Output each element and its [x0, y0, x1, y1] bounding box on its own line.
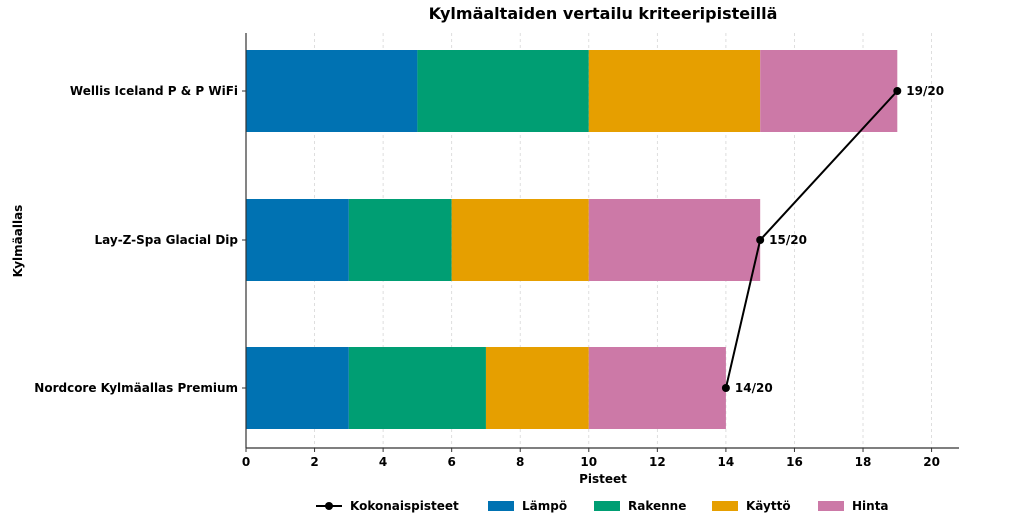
- total-point-label: 14/20: [735, 381, 773, 395]
- legend-swatch: [594, 501, 620, 511]
- x-tick-label: 14: [718, 455, 735, 469]
- x-tick-label: 10: [580, 455, 597, 469]
- legend-line-marker: [325, 502, 333, 510]
- x-tick-label: 20: [923, 455, 940, 469]
- bar-segment: [348, 347, 486, 429]
- bar-segment: [451, 199, 589, 281]
- y-tick-label: Wellis Iceland P & P WiFi: [70, 84, 238, 98]
- legend-label: Rakenne: [628, 499, 686, 513]
- total-point-label: 19/20: [906, 84, 944, 98]
- x-tick-label: 2: [310, 455, 318, 469]
- bar-segment: [588, 50, 761, 132]
- y-axis-label: Kylmäallas: [11, 205, 25, 278]
- x-tick-label: 6: [447, 455, 455, 469]
- legend-swatch: [488, 501, 514, 511]
- legend-swatch: [818, 501, 844, 511]
- x-tick-label: 0: [242, 455, 250, 469]
- x-tick-label: 8: [516, 455, 524, 469]
- bar-segment: [246, 347, 349, 429]
- total-line: 14/20 15/20 19/20: [721, 84, 944, 395]
- x-tick-label: 16: [786, 455, 803, 469]
- total-point: [756, 236, 765, 244]
- bar-segment: [760, 50, 898, 132]
- bars: [246, 50, 898, 429]
- y-tick-label: Nordcore Kylmäallas Premium: [34, 381, 238, 395]
- bar-segment: [485, 347, 589, 429]
- x-tick-label: 12: [649, 455, 666, 469]
- total-point: [893, 87, 902, 95]
- legend-label: Käyttö: [746, 499, 791, 513]
- bar-segment: [246, 50, 418, 132]
- axes: 0 2 4 6 8 10 12 14 16 18 20 Nordcore Kylmäallas Pre…: [34, 33, 959, 469]
- bar-segment: [588, 199, 761, 281]
- x-tick-label: 4: [379, 455, 387, 469]
- legend: Kokonaispisteet Lämpö Rakenne Käyttö Hinta: [316, 499, 889, 513]
- legend-swatch: [712, 501, 738, 511]
- total-point-label: 15/20: [769, 233, 807, 247]
- x-axis-label: Pisteet: [579, 472, 627, 486]
- legend-label: Kokonaispisteet: [350, 499, 459, 513]
- x-tick-label: 18: [855, 455, 872, 469]
- bar-segment: [348, 199, 452, 281]
- legend-label: Hinta: [852, 499, 889, 513]
- total-point: [721, 384, 730, 392]
- bar-segment: [588, 347, 726, 429]
- chart-title: Kylmäaltaiden vertailu kriteeripisteillä: [429, 4, 778, 23]
- bar-segment: [417, 50, 589, 132]
- bar-segment: [246, 199, 349, 281]
- legend-label: Lämpö: [522, 499, 567, 513]
- y-tick-label: Lay-Z-Spa Glacial Dip: [95, 233, 239, 247]
